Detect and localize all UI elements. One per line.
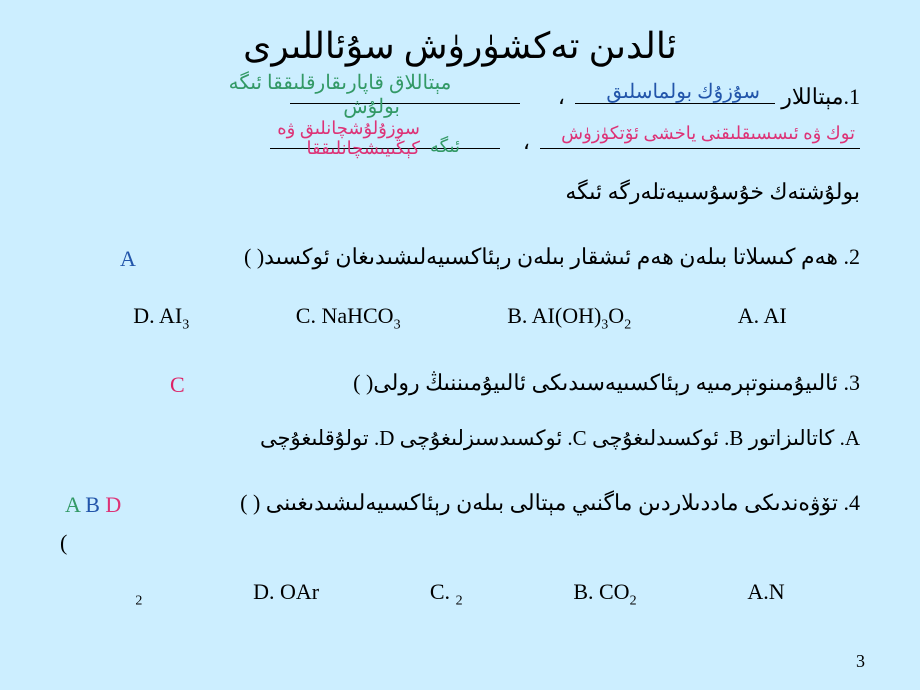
q2-opt-c: C. NaHCO3: [296, 296, 401, 338]
q4-opt-extra: 2: [135, 572, 142, 614]
q1-sep1: ،: [558, 77, 565, 117]
q4-opt-a: A.N: [747, 572, 784, 614]
page-number: 3: [856, 651, 865, 672]
q1-answer-3: توك ۋە ئىسسىقلىقنى ياخشى ئۆتكۈزۈش: [561, 117, 855, 149]
q4-opt-b: B. CO2: [573, 572, 636, 614]
q4-opt-d: D. OAr: [253, 572, 319, 614]
q2-text: 2. ھەم كىسلاتا بىلەن ھەم ئىشقار بىلەن رې…: [244, 244, 860, 269]
content-area: 1.مېتاللار سۇزۇك بولماسلىق ، مېتاللاق قا…: [0, 77, 920, 614]
q2-answer-mark: A: [120, 239, 136, 279]
q1-sep2: ،: [523, 122, 530, 162]
question-4: 4. تۆۋەندىكى ماددىلاردىن ماگنىي مېتالى ب…: [60, 483, 860, 523]
q4-text: 4. تۆۋەندىكى ماددىلاردىن ماگنىي مېتالى ب…: [240, 490, 860, 515]
question-2: 2. ھەم كىسلاتا بىلەن ھەم ئىشقار بىلەن رې…: [60, 237, 860, 277]
question-3: 3. ئالىيۇمىنوتېرمىيە رېئاكسىيەسىدىكى ئال…: [60, 363, 860, 403]
q2-opt-d: D. AI3: [133, 296, 189, 338]
q4-paren: (: [60, 523, 860, 563]
q3-options: A. كاتالىزاتور B. ئوكسىدلىغۇچى C. ئوكسىد…: [60, 420, 860, 458]
q4-options: 2 D. OAr C. 2 B. CO2 A.N: [60, 572, 860, 614]
q2-options: D. AI3 C. NaHCO3 B. AI(OH)3O2 A. AI: [60, 296, 860, 338]
q3-text: 3. ئالىيۇمىنوتېرمىيە رېئاكسىيەسىدىكى ئال…: [353, 370, 860, 395]
q1-prefix: 1.مېتاللار: [781, 77, 860, 117]
question-1: 1.مېتاللار سۇزۇك بولماسلىق ، مېتاللاق قا…: [60, 77, 860, 212]
q2-opt-b: B. AI(OH)3O2: [507, 296, 631, 338]
q1-line3-text: بولۇشتەك خۇسۇسىيەتلەرگە ئىگە: [60, 172, 860, 212]
q1-answer-4c: ئىگە: [430, 130, 460, 162]
q4-opt-c: C. 2: [430, 572, 463, 614]
q1-answer-2a: مېتاللاق قاپارىقارقلىققا ئىگە: [180, 65, 500, 101]
q2-opt-a: A. AI: [738, 296, 787, 338]
q1-answer-4b: كېڭىيىشچانلىققا: [307, 132, 421, 164]
q3-answer-mark: C: [170, 365, 185, 405]
q1-answer-1: سۇزۇك بولماسلىق: [606, 74, 760, 110]
q4-answer-mark: A B D: [65, 485, 121, 525]
